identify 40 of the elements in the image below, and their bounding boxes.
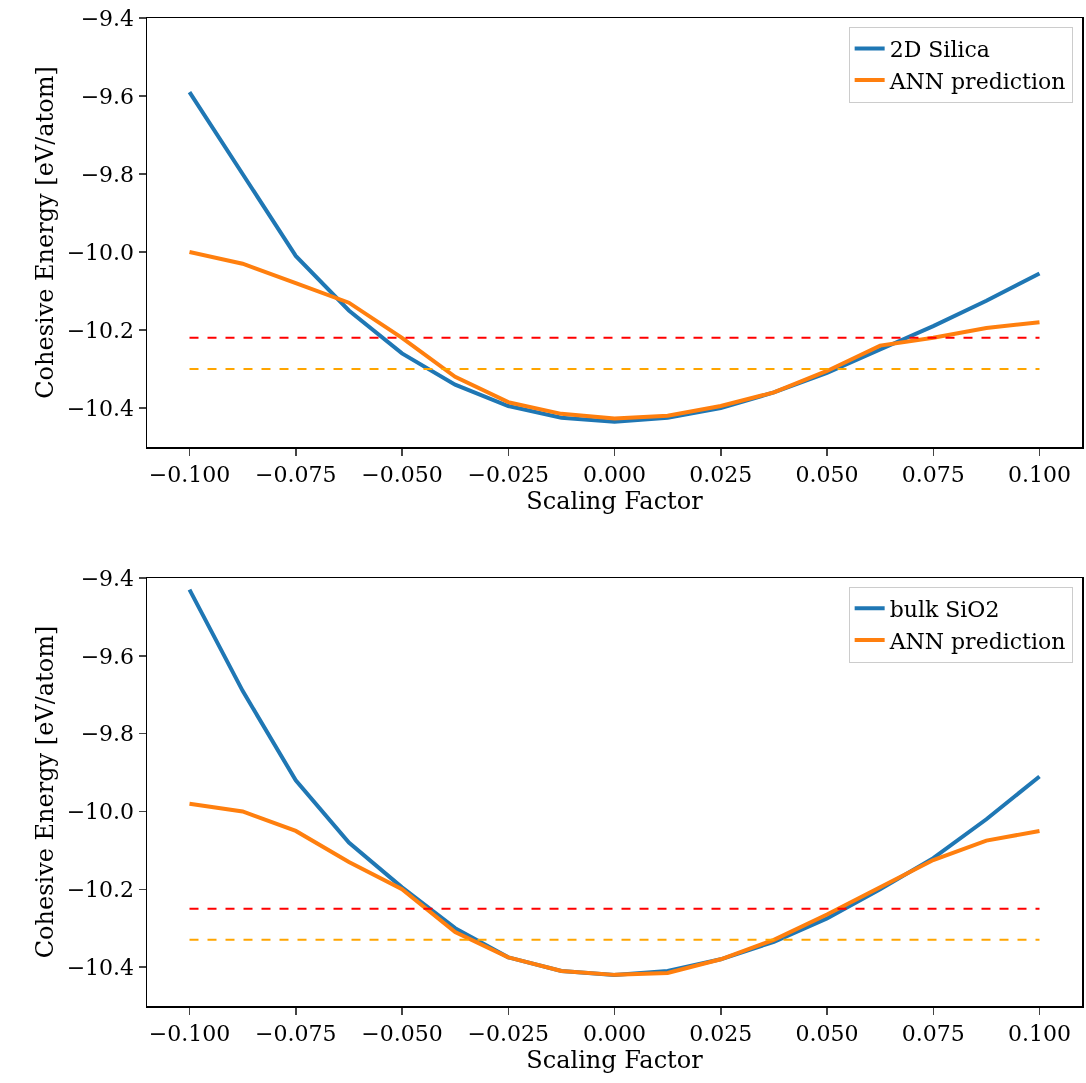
- legend-label: 2D Silica: [889, 36, 990, 62]
- x-tick-label: −0.050: [361, 461, 443, 487]
- x-tick-label: 0.050: [795, 1020, 859, 1046]
- x-axis-title: Scaling Factor: [526, 1045, 704, 1074]
- legend-label: bulk SiO2: [889, 596, 1000, 622]
- y-tick-label: −9.6: [80, 643, 135, 669]
- x-tick-label: 0.100: [1008, 1020, 1071, 1046]
- x-tick-label: 0.050: [795, 461, 859, 487]
- line-series: [187, 801, 1042, 977]
- x-tick-label: −0.075: [255, 461, 337, 487]
- x-tick-label: 0.025: [689, 1020, 753, 1046]
- x-tick-label: −0.100: [148, 1020, 231, 1046]
- y-tick-label: −10.2: [66, 876, 135, 902]
- y-tick-label: −10.0: [66, 239, 135, 265]
- y-tick-label: −10.2: [66, 317, 135, 343]
- y-tick-label: −10.4: [66, 954, 135, 980]
- x-tick-label: −0.100: [148, 461, 231, 487]
- x-tick-label: 0.000: [583, 1020, 646, 1046]
- x-axis-title: Scaling Factor: [526, 486, 704, 515]
- x-tick-label: −0.025: [467, 1020, 549, 1046]
- x-tick-label: −0.050: [361, 1020, 443, 1046]
- y-tick-label: −10.4: [66, 395, 135, 421]
- y-tick-label: −10.0: [66, 799, 135, 825]
- x-tick-label: −0.075: [255, 1020, 337, 1046]
- x-tick-label: 0.000: [583, 461, 646, 487]
- y-tick-label: −9.8: [80, 721, 135, 747]
- legend-label: ANN prediction: [888, 68, 1066, 94]
- y-axis-title: Cohesive Energy [eV/atom]: [31, 66, 60, 399]
- y-tick-label: −9.6: [80, 83, 135, 109]
- x-tick-label: 0.075: [901, 461, 965, 487]
- y-tick-label: −9.4: [80, 5, 135, 31]
- legend-label: ANN prediction: [888, 628, 1066, 654]
- y-tick-label: −9.8: [80, 161, 135, 187]
- y-axis-title: Cohesive Energy [eV/atom]: [31, 625, 60, 959]
- x-tick-label: 0.075: [901, 1020, 965, 1046]
- x-tick-label: 0.025: [689, 461, 753, 487]
- x-tick-label: 0.100: [1008, 461, 1071, 487]
- y-tick-label: −9.4: [80, 565, 135, 591]
- x-tick-label: −0.025: [467, 461, 549, 487]
- line-series: [187, 250, 1042, 421]
